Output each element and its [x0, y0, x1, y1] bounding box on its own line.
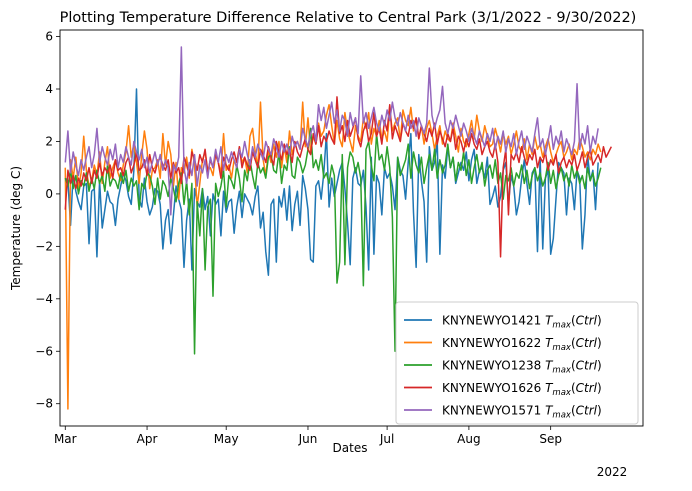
- plot-series-layer: [64, 46, 613, 410]
- series-line-2: [64, 101, 602, 410]
- legend: KNYNEWYO1421 Tmax(Ctrl) KNYNEWYO1622 Tmax…: [395, 301, 639, 425]
- legend-label: KNYNEWYO1626 Tmax(Ctrl): [442, 381, 602, 398]
- y-axis: 6 4 2 0 −2 −4 −6 −8: [35, 30, 60, 411]
- plot-frame: [59, 29, 644, 427]
- x-tick-label: Jun: [298, 432, 318, 446]
- chart-title: Plotting Temperature Difference Relative…: [60, 10, 637, 26]
- x-tick-label: Jul: [379, 432, 394, 446]
- legend-label: KNYNEWYO1421 Tmax(Ctrl): [442, 314, 602, 331]
- x-tick-label: Apr: [137, 432, 158, 446]
- series-line-5: [64, 46, 599, 216]
- x-axis-year-label: 2022: [597, 465, 628, 479]
- x-tick-label: Sep: [539, 432, 562, 446]
- series-line-3: [64, 127, 602, 355]
- legend-box: [395, 301, 639, 425]
- legend-label: KNYNEWYO1622 Tmax(Ctrl): [442, 336, 602, 353]
- y-tick-label: 4: [45, 82, 53, 96]
- y-tick-label: 0: [45, 187, 53, 201]
- x-axis: Mar Apr May Jun Jul Aug Sep: [54, 426, 562, 446]
- x-tick-label: May: [214, 432, 239, 446]
- y-tick-label: 6: [45, 30, 53, 44]
- y-tick-label: 2: [45, 134, 53, 148]
- y-axis-label: Temperature (deg C): [9, 166, 23, 291]
- y-tick-label: −6: [35, 344, 53, 358]
- legend-label: KNYNEWYO1238 Tmax(Ctrl): [442, 359, 602, 376]
- y-tick-label: −4: [35, 292, 53, 306]
- x-axis-label: Dates: [333, 441, 368, 455]
- x-tick-label: Mar: [54, 432, 77, 446]
- y-tick-label: −2: [35, 239, 53, 253]
- legend-label: KNYNEWYO1571 Tmax(Ctrl): [442, 404, 602, 421]
- x-tick-label: Aug: [457, 432, 480, 446]
- y-tick-label: −8: [35, 397, 53, 411]
